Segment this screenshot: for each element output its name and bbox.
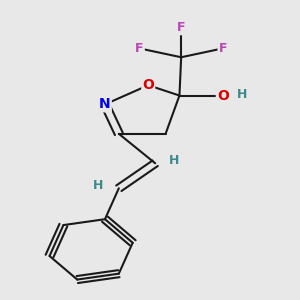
Text: F: F	[218, 42, 227, 55]
Text: H: H	[169, 154, 179, 167]
Text: H: H	[237, 88, 247, 100]
Text: H: H	[93, 179, 103, 192]
Text: O: O	[217, 88, 229, 103]
Text: F: F	[177, 21, 185, 34]
Text: N: N	[99, 98, 111, 111]
Text: F: F	[135, 42, 144, 55]
Text: O: O	[142, 78, 154, 92]
